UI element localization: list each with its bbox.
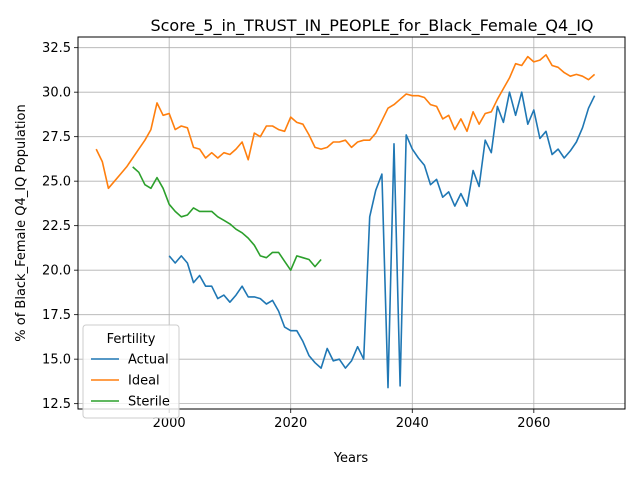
plot-frame <box>77 36 626 410</box>
legend-label-sterile: Sterile <box>128 395 170 410</box>
y-axis: 12.5 15.0 17.5 20.0 22.5 25.0 27.5 30.0 32.5 <box>42 41 78 412</box>
legend-box <box>82 324 180 419</box>
series-line-sterile <box>132 166 322 272</box>
y-tick-label: 12.5 <box>42 397 71 412</box>
x-axis: 2000 2020 2040 2060 <box>153 409 550 431</box>
legend: Fertility Actual Ideal Sterile <box>82 324 180 419</box>
series-line-ideal <box>95 53 596 190</box>
x-axis-label: Years <box>333 451 369 466</box>
y-axis-label: % of Black_Female Q4_IQ Population <box>14 104 29 341</box>
y-tick-label: 20.0 <box>42 264 71 279</box>
y-tick-label: 22.5 <box>42 219 71 234</box>
grid-lines <box>78 37 625 409</box>
chart-title: Score_5_in_TRUST_IN_PEOPLE_for_Black_Fem… <box>150 16 593 36</box>
y-tick-label: 32.5 <box>42 41 71 56</box>
y-tick-label: 15.0 <box>42 353 71 368</box>
x-tick-label: 2020 <box>274 416 307 431</box>
legend-label-ideal: Ideal <box>128 374 160 389</box>
y-tick-label: 27.5 <box>42 130 71 145</box>
series-layer <box>95 53 596 389</box>
legend-label-actual: Actual <box>128 353 169 368</box>
y-tick-label: 17.5 <box>42 308 71 323</box>
y-tick-label: 25.0 <box>42 175 71 190</box>
x-tick-label: 2060 <box>517 416 550 431</box>
y-tick-label: 30.0 <box>42 86 71 101</box>
x-tick-label: 2040 <box>396 416 429 431</box>
legend-title: Fertility <box>107 332 156 347</box>
x-tick-label: 2000 <box>153 416 186 431</box>
series-line-actual <box>168 91 596 389</box>
